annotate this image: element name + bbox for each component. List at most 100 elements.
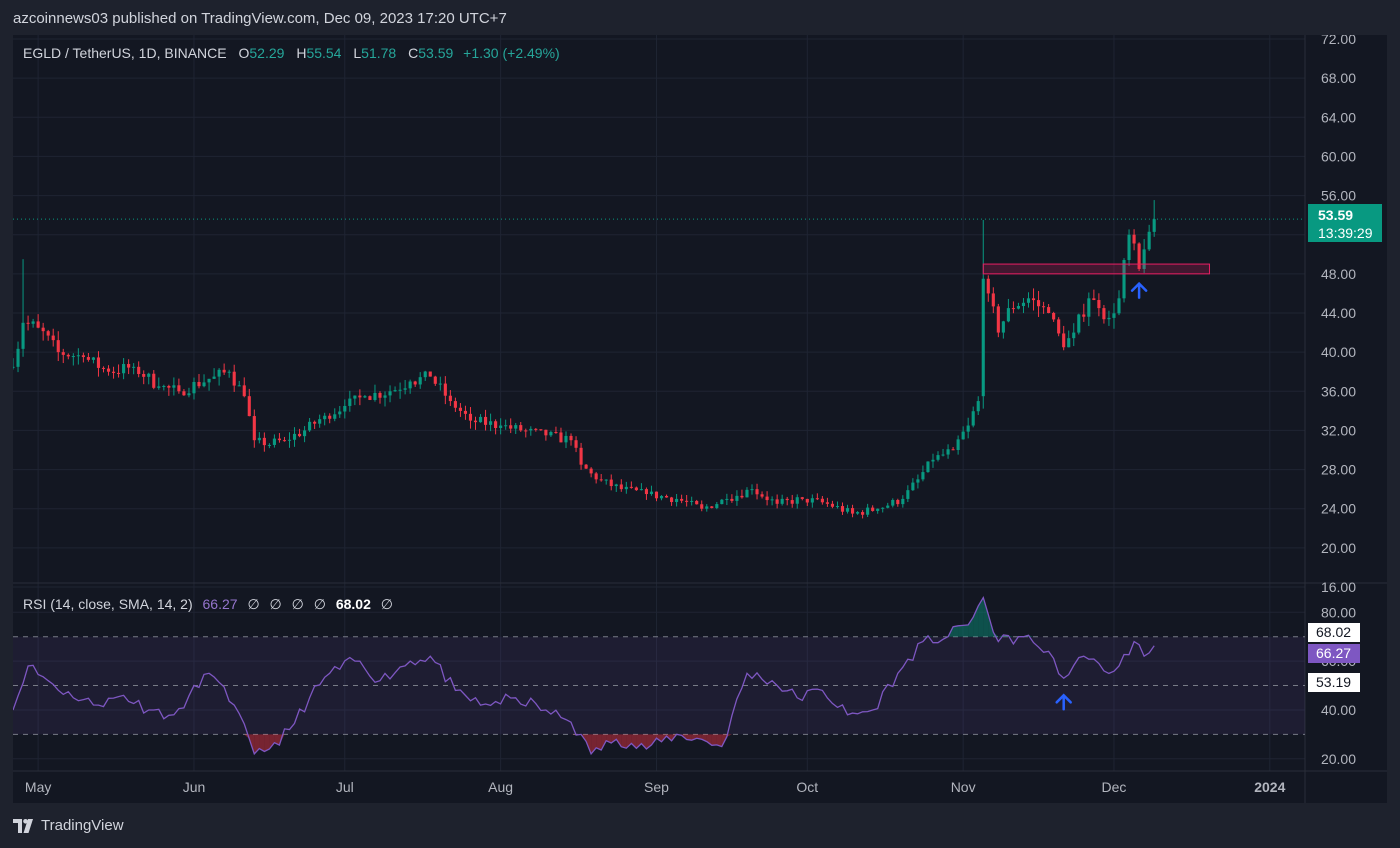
- candle-body-down: [252, 416, 256, 441]
- candle-body-down: [142, 373, 146, 377]
- candle-body-down: [539, 429, 543, 431]
- candle-body-down: [629, 486, 633, 488]
- rsi-oversold-fill: [621, 734, 627, 749]
- rsi-oversold-fill: [631, 734, 637, 749]
- price-axis-label: 24.00: [1321, 501, 1356, 517]
- candle-body-down: [96, 357, 101, 368]
- candle-body-down: [36, 321, 40, 328]
- price-arrow-up-icon: [1130, 281, 1148, 299]
- candle-body-down: [996, 306, 1000, 333]
- candle-body-down: [1042, 306, 1046, 308]
- candle-body-up: [659, 495, 664, 499]
- last-price-tag: 53.59 13:39:29: [1308, 204, 1382, 242]
- rsi-oversold-fill: [274, 734, 280, 746]
- rsi-overbought-fill: [958, 625, 964, 637]
- candle-body-down: [1092, 298, 1096, 301]
- rsi-overbought-fill: [973, 606, 979, 637]
- candle-body-up: [901, 498, 905, 505]
- chart-canvas[interactable]: 72.0068.0064.0060.0056.0052.0048.0044.00…: [13, 35, 1387, 803]
- high-key: H: [296, 45, 307, 61]
- candle-body-down: [559, 432, 563, 443]
- low-key: L: [353, 45, 362, 61]
- price-axis-label: 60.00: [1321, 148, 1356, 164]
- price-axis-label: 40.00: [1321, 344, 1356, 360]
- candle-body-down: [524, 430, 528, 432]
- rsi-sma-value: 68.02: [335, 596, 371, 612]
- bar-countdown: 13:39:29: [1318, 225, 1373, 241]
- candle-body-up: [147, 373, 151, 377]
- candle-body-down: [574, 440, 578, 448]
- candle-body-down: [685, 500, 689, 502]
- candle-body-up: [383, 395, 387, 398]
- candle-body-up: [388, 391, 392, 396]
- candle-body-down: [1062, 333, 1066, 348]
- rsi-value-tag: 66.27: [1308, 644, 1360, 663]
- candle-body-down: [117, 372, 121, 374]
- candle-body-down: [569, 435, 573, 441]
- candle-body-up: [946, 449, 950, 455]
- candle-body-up: [1016, 306, 1021, 309]
- time-axis-label: 2024: [1254, 779, 1285, 795]
- chart-frame: [13, 35, 1387, 803]
- candle-body-down: [1047, 307, 1051, 313]
- time-axis-label: Jun: [183, 779, 206, 795]
- time-axis-label: May: [25, 779, 51, 795]
- candle-body-up: [956, 439, 960, 450]
- candle-body-up: [16, 348, 20, 367]
- resistance-zone-box: [982, 263, 1210, 275]
- candle-body-up: [936, 455, 940, 460]
- candle-body-up: [891, 499, 895, 506]
- candle-body-up: [639, 489, 643, 491]
- rsi-oversold-fill: [586, 734, 592, 754]
- candle-body-up: [514, 425, 518, 429]
- candle-body-down: [861, 512, 865, 515]
- candle-body-down: [700, 504, 704, 509]
- candle-body-down: [463, 410, 468, 414]
- rsi-label[interactable]: RSI (14, close, SMA, 14, 2): [23, 596, 193, 612]
- candle-body-up: [423, 371, 427, 378]
- candle-body-down: [66, 354, 70, 357]
- candle-body-up: [499, 425, 503, 428]
- candle-body-up: [845, 508, 850, 512]
- symbol-label[interactable]: EGLD / TetherUS, 1D, BINANCE: [23, 45, 227, 61]
- candle-body-down: [232, 371, 236, 386]
- rsi-axis-label: 20.00: [1321, 751, 1356, 767]
- candle-body-down: [896, 499, 900, 505]
- candle-body-down: [785, 498, 789, 501]
- candle-body-down: [815, 498, 819, 500]
- candle-body-down: [468, 413, 473, 421]
- candle-body-up: [308, 421, 312, 431]
- rsi-null-3: ∅: [291, 596, 304, 612]
- tradingview-brand[interactable]: TradingView: [13, 817, 124, 834]
- candle-body-down: [81, 355, 85, 358]
- rsi-oversold-fill: [656, 734, 662, 742]
- candle-body-down: [509, 425, 513, 429]
- rsi-oversold-fill: [259, 734, 265, 752]
- candle-body-up: [353, 395, 357, 399]
- rsi-sma-tag: 68.02: [1308, 623, 1360, 642]
- candle-body-down: [986, 278, 990, 294]
- candle-body-up: [649, 491, 654, 495]
- candle-body-down: [775, 499, 779, 504]
- candle-body-down: [670, 497, 674, 503]
- candle-body-down: [152, 373, 156, 388]
- candle-body-up: [31, 321, 35, 324]
- candle-body-up: [202, 382, 206, 387]
- price-axis-label: 44.00: [1321, 305, 1356, 321]
- candle-body-up: [91, 357, 95, 360]
- candle-body-down: [609, 479, 613, 487]
- candle-body-down: [277, 438, 282, 441]
- price-axis-label: 20.00: [1321, 540, 1356, 556]
- rsi-oversold-fill: [706, 734, 712, 746]
- candle-body-up: [1026, 298, 1031, 303]
- candle-body-up: [931, 459, 935, 462]
- candle-body-up: [438, 383, 442, 385]
- candle-body-up: [267, 444, 271, 446]
- candle-body-up: [212, 376, 216, 379]
- candle-body-up: [564, 435, 568, 443]
- rsi-oversold-fill: [264, 734, 270, 752]
- candle-body-up: [257, 437, 261, 441]
- candle-body-up: [207, 378, 211, 383]
- candle-body-down: [790, 500, 794, 504]
- candle-body-up: [1152, 219, 1156, 232]
